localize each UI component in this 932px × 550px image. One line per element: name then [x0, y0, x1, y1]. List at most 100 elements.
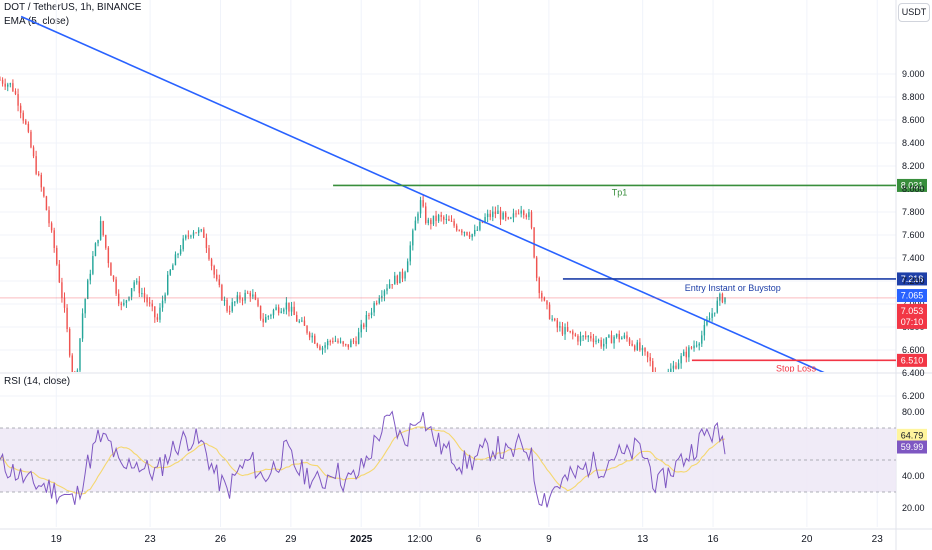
time-axis-tick: 9 [546, 534, 552, 545]
candle-body [600, 340, 602, 347]
candle-body [512, 213, 515, 218]
price-axis-tick: 8.400 [902, 138, 925, 148]
candle-body [84, 299, 86, 314]
candle-body [574, 334, 577, 336]
candle-body [195, 232, 197, 234]
candle-body [494, 211, 497, 214]
candle-body [662, 388, 663, 389]
candle-body [43, 187, 45, 197]
candle-body [66, 307, 68, 330]
ema-indicator-label[interactable]: EMA (5, close) [4, 16, 70, 27]
candle-body [504, 212, 507, 218]
candle-body [458, 230, 460, 232]
candle-body [210, 259, 213, 267]
candle-body [675, 365, 677, 369]
candle-body [334, 340, 337, 342]
candle-body [92, 256, 94, 274]
candle-body [445, 218, 448, 220]
candle-body [466, 232, 468, 236]
candle-body [275, 307, 277, 310]
candle-body [450, 220, 453, 222]
candle-body [345, 344, 347, 346]
candle-body [690, 347, 693, 349]
candle-body [652, 361, 654, 372]
candle-body [427, 219, 430, 224]
candle-body [303, 320, 306, 326]
candle-body [566, 327, 569, 331]
candle-body [265, 317, 267, 323]
candle-body [81, 313, 84, 339]
price-axis-tick: 8.600 [902, 115, 925, 125]
candle-body [141, 293, 143, 295]
candle-body [56, 247, 58, 265]
candle-body [646, 351, 649, 358]
rsi-value-tag [897, 440, 927, 454]
current-price-value: 7.053 [901, 306, 924, 316]
level-label: Entry Instant or Buystop [685, 283, 781, 293]
candle-body [231, 302, 233, 312]
candle-body [711, 313, 713, 318]
candle-body [432, 215, 435, 225]
candle-body [481, 221, 484, 223]
candle-body [613, 336, 615, 344]
candle-body [489, 213, 491, 217]
currency-button[interactable]: USDT [898, 3, 930, 22]
candle-body [517, 213, 520, 215]
candle-body [1, 79, 4, 84]
candle-body [277, 307, 280, 313]
candle-body [37, 173, 40, 175]
time-axis-tick: 26 [215, 534, 227, 545]
price-axis-tick: 8.200 [902, 161, 925, 171]
candle-body [314, 335, 316, 344]
candle-body [391, 284, 393, 286]
candle-body [590, 336, 592, 339]
rsi-indicator-label[interactable]: RSI (14, close) [4, 376, 71, 387]
candle-body [608, 335, 610, 338]
candle-body [605, 337, 608, 344]
candle-body [0, 79, 1, 81]
candle-body [417, 213, 419, 221]
candle-body [216, 274, 218, 280]
candle-body [479, 221, 481, 230]
candle-body [639, 342, 641, 351]
candle-body [239, 295, 241, 300]
candle-body [430, 219, 432, 225]
rsi-value-tag-label: 64.79 [901, 431, 924, 441]
candle-body [378, 298, 380, 304]
candle-body [7, 84, 9, 87]
candle-body [192, 232, 195, 236]
candle-body [409, 245, 411, 262]
candle-body [234, 301, 236, 303]
candle-body [719, 293, 721, 301]
candle-body [386, 288, 388, 291]
candle-body [546, 300, 548, 305]
candle-body [579, 336, 582, 342]
time-axis-tick: 16 [707, 534, 719, 545]
candle-body [9, 83, 12, 85]
rsi-value-tag [897, 428, 927, 442]
candle-body [569, 330, 571, 332]
candle-body [53, 230, 55, 248]
candle-body [254, 294, 257, 300]
rsi-axis-tick: 40.00 [902, 471, 925, 481]
current-price-tag [897, 303, 927, 329]
candle-body [530, 212, 533, 228]
candle-body [79, 338, 81, 371]
candle-body [68, 329, 71, 356]
trend-line [20, 15, 825, 372]
candle-body [497, 210, 499, 214]
candle-body [288, 302, 290, 312]
candle-body [373, 303, 375, 313]
candle-body [329, 340, 331, 342]
candle-body [401, 271, 404, 279]
price-tag-label: 8.031 [901, 181, 924, 191]
candle-body [672, 365, 675, 369]
candle-body [577, 335, 579, 342]
candle-body [507, 217, 509, 219]
candle-body [551, 318, 553, 320]
candle-body [4, 83, 6, 87]
candle-body [182, 238, 184, 250]
candle-body [443, 216, 445, 220]
candle-body [35, 156, 37, 174]
